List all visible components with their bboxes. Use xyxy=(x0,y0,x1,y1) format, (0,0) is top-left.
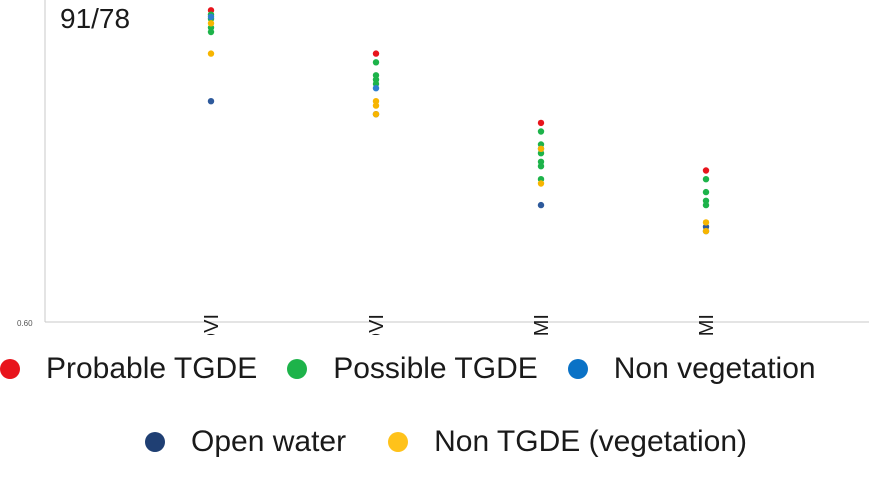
legend-item: Non TGDE (vegetation) xyxy=(388,425,747,459)
chart-title: 91/78 xyxy=(60,3,130,34)
data-point xyxy=(372,111,380,118)
legend-item: Open water xyxy=(145,425,346,459)
legend-label: Non vegetation xyxy=(613,352,816,385)
data-point xyxy=(207,20,215,27)
data-point xyxy=(372,102,380,109)
category-label: D NDMI xyxy=(696,314,718,335)
scatter-plot: 91/78 0.60 W NDVI D NDVI W NDMI D NDMI xyxy=(17,0,869,335)
data-point xyxy=(207,98,215,105)
data-point xyxy=(207,13,215,20)
data-point xyxy=(207,7,215,14)
data-point xyxy=(702,167,710,174)
data-point xyxy=(702,188,710,196)
legend-label: Open water xyxy=(191,425,347,458)
category-label: W NDVI xyxy=(201,314,223,335)
legend-label: Probable TGDE xyxy=(46,352,258,385)
data-point xyxy=(702,227,710,235)
y-tick-label: 0.60 xyxy=(17,319,33,328)
legend-item: Possible TGDE xyxy=(287,352,538,386)
data-point xyxy=(537,128,545,135)
legend-row-1: Probable TGDE Possible TGDE Non vegetation xyxy=(0,352,816,386)
data-point xyxy=(702,219,710,226)
data-point xyxy=(372,59,380,66)
data-point xyxy=(537,163,545,170)
data-point xyxy=(372,98,380,105)
legend-item: Non vegetation xyxy=(567,352,816,386)
legend-marker xyxy=(145,432,165,452)
data-point xyxy=(537,180,545,187)
category-label: W NDMI xyxy=(531,314,553,335)
legend-marker xyxy=(567,359,588,379)
legend-label: Non TGDE (vegetation) xyxy=(434,425,748,458)
legend-label: Possible TGDE xyxy=(333,352,538,385)
data-point xyxy=(207,50,215,57)
legend-marker xyxy=(0,359,20,379)
legend-marker xyxy=(388,432,409,452)
data-point xyxy=(702,201,710,209)
data-point xyxy=(537,201,545,209)
data-point xyxy=(372,85,380,92)
data-point xyxy=(537,158,545,165)
legend-row-2: Open water Non TGDE (vegetation) xyxy=(145,425,747,459)
legend-marker xyxy=(287,359,308,379)
legend-item: Probable TGDE xyxy=(0,352,257,386)
category-label: D NDVI xyxy=(366,314,388,335)
data-point xyxy=(702,176,710,183)
data-point xyxy=(207,28,215,36)
data-point xyxy=(372,50,380,57)
data-point xyxy=(537,150,545,157)
data-point xyxy=(537,145,545,152)
data-point xyxy=(537,119,545,127)
